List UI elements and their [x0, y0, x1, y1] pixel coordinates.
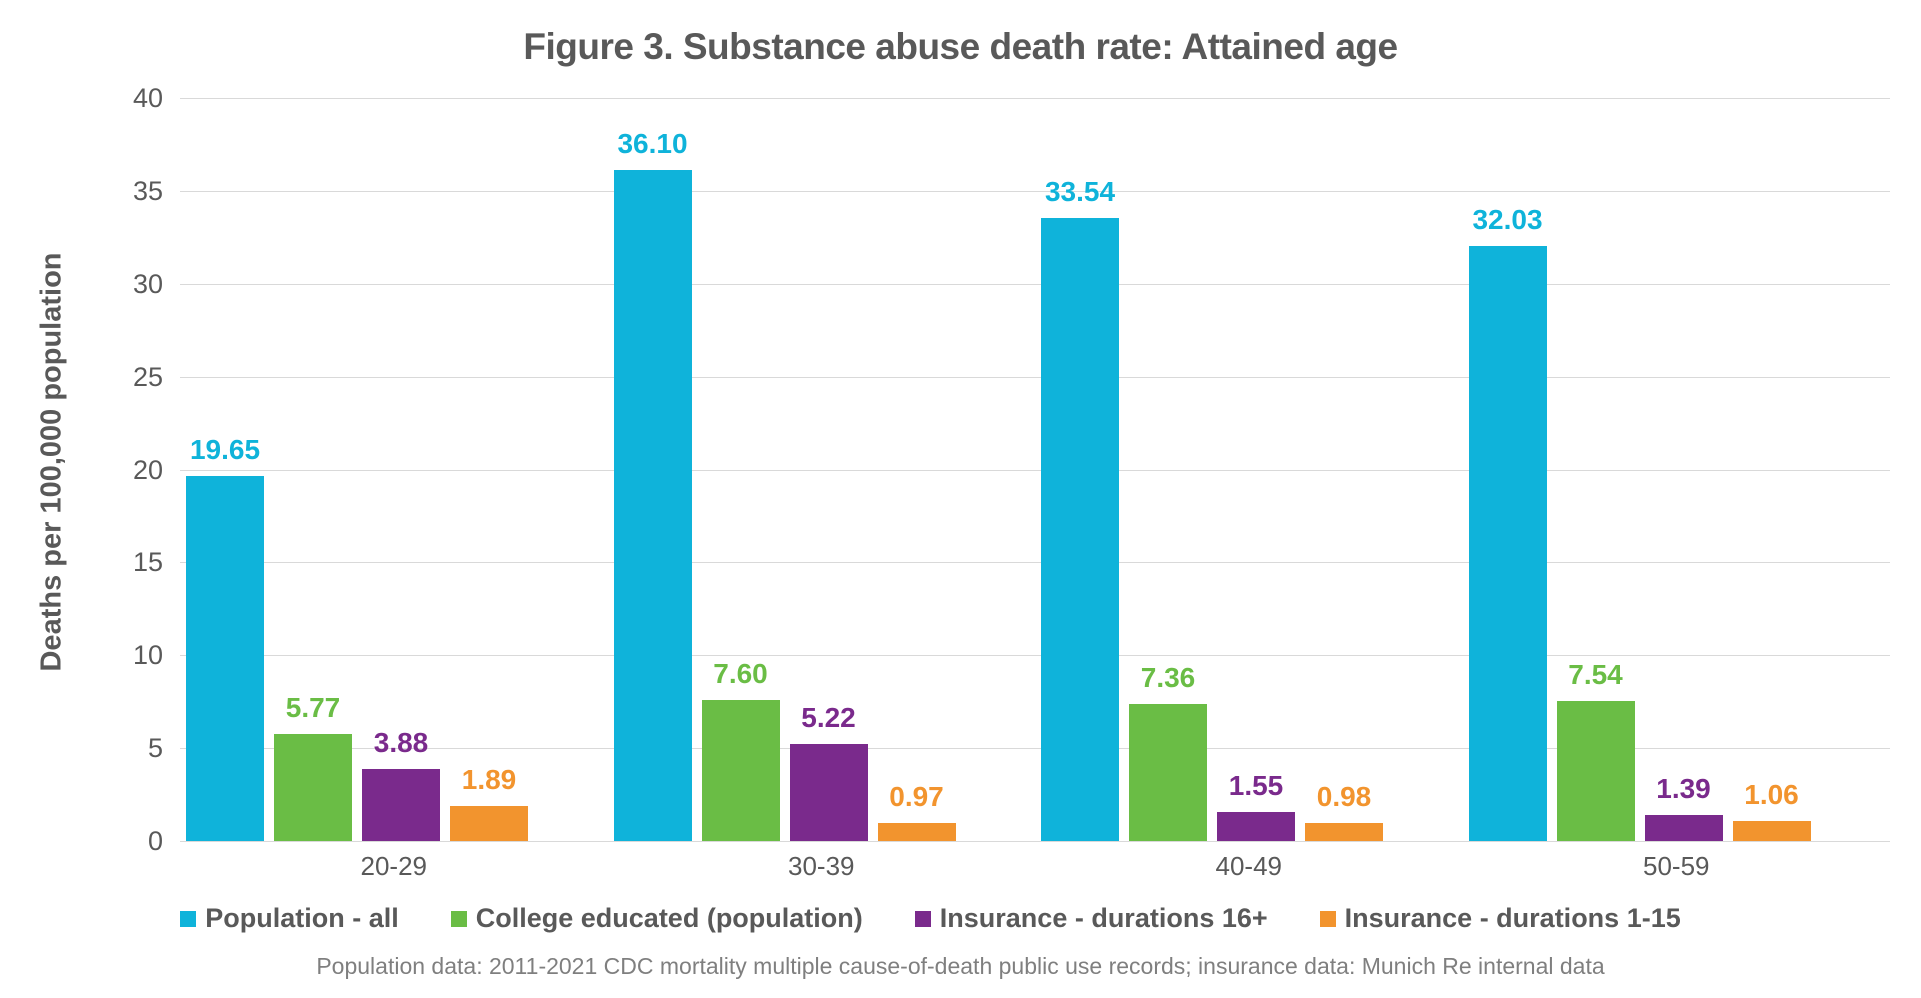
bar-value-label: 5.22 [801, 702, 856, 734]
x-tick-label: 40-49 [1215, 851, 1283, 881]
y-tick-label: 10 [132, 640, 163, 671]
bar-value-label: 0.97 [889, 780, 944, 812]
bar [1305, 822, 1383, 841]
x-tick-label: 30-39 [788, 851, 855, 881]
bar-value-label: 7.54 [1568, 658, 1623, 690]
gridline [180, 469, 1890, 471]
bar [789, 744, 868, 841]
bar [274, 733, 352, 841]
y-tick-label: 25 [132, 361, 163, 392]
gridline [180, 841, 1890, 842]
bar-value-label: 7.60 [713, 657, 768, 689]
chart-legend: Population - all College educated (popula… [0, 903, 1861, 934]
y-tick-label: 35 [132, 175, 163, 206]
bar [701, 699, 780, 841]
legend-label: College educated (population) [475, 903, 863, 933]
bar-value-label: 7.36 [1140, 662, 1196, 694]
gridline [180, 376, 1890, 378]
y-tick-label: 40 [132, 83, 163, 113]
bar [877, 822, 956, 841]
bar [450, 805, 528, 841]
gridline [180, 748, 1890, 750]
bar-value-label: 1.06 [1744, 779, 1799, 811]
bar-value-label: 1.89 [461, 763, 517, 795]
legend-swatch-icon [1319, 910, 1336, 927]
x-tick-label: 50-59 [1643, 851, 1710, 881]
bar [362, 768, 440, 841]
footnote: Population data: 2011-2021 CDC mortality… [316, 953, 1605, 979]
bar-value-label: 0.98 [1316, 780, 1372, 812]
bar-value-label: 3.88 [373, 726, 429, 758]
bar-value-label: 36.10 [617, 128, 688, 160]
gridline [180, 283, 1890, 285]
bar-value-label: 32.03 [1472, 204, 1543, 236]
chart-title: Figure 3. Substance abuse death rate: At… [523, 26, 1398, 67]
y-tick-label: 30 [132, 268, 163, 299]
bar-value-label: 1.39 [1656, 773, 1711, 805]
legend-item: College educated (population) [450, 903, 863, 934]
x-tick-label: 20-29 [360, 851, 428, 881]
legend-swatch-icon [450, 910, 467, 927]
bar [186, 476, 264, 841]
y-tick-label: 15 [132, 547, 163, 578]
bar [1129, 704, 1207, 841]
legend-item: Population - all [180, 903, 399, 934]
gridline [180, 98, 1890, 99]
bar [1732, 821, 1811, 841]
bar-value-label: 33.54 [1044, 175, 1116, 207]
legend-item: Insurance - durations 16+ [914, 903, 1268, 934]
y-tick-label: 20 [132, 454, 163, 485]
bar [1644, 815, 1723, 841]
bar-value-label: 1.55 [1228, 770, 1284, 802]
y-tick-label: 5 [147, 733, 163, 764]
gridline [180, 655, 1890, 657]
bar [1217, 812, 1295, 841]
legend-label: Insurance - durations 1-15 [1344, 903, 1681, 933]
legend-label: Insurance - durations 16+ [939, 903, 1268, 933]
y-tick-label: 0 [147, 826, 163, 856]
plot-area: 19.65 5.77 3.88 1.89 36.10 7.60 5.22 0.97 33.54 7… [180, 98, 1890, 842]
bar [1468, 246, 1547, 841]
gridline [180, 190, 1890, 192]
gridline [180, 562, 1890, 564]
bar-value-label: 5.77 [285, 691, 341, 723]
legend-swatch-icon [914, 910, 931, 927]
bar [1556, 700, 1635, 841]
legend-item: Insurance - durations 1-15 [1319, 903, 1681, 934]
bar-value-label: 19.65 [189, 434, 261, 465]
legend-swatch-icon [180, 910, 197, 927]
bar [1041, 217, 1119, 841]
legend-label: Population - all [205, 903, 399, 933]
bar [613, 170, 692, 841]
